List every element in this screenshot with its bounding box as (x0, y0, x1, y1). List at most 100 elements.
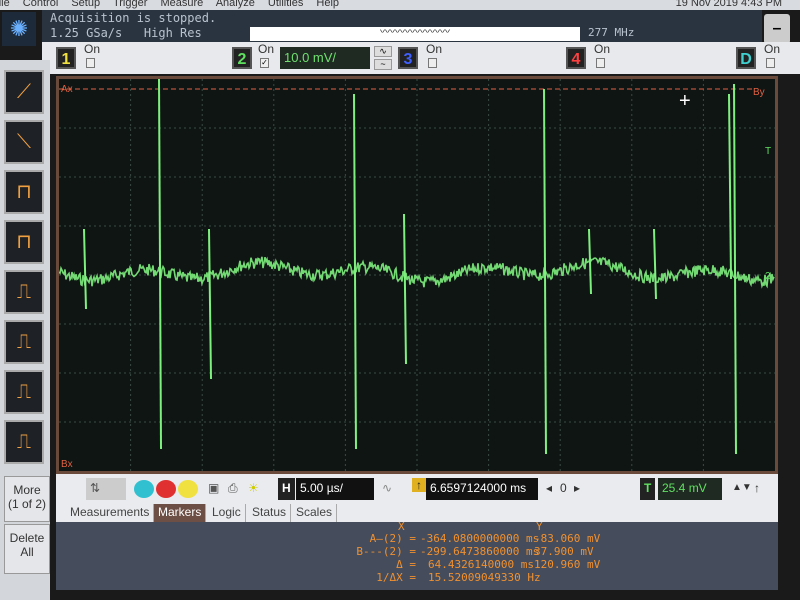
marker-a-x: -364.0800000000 ms (420, 532, 540, 545)
digital-checkbox[interactable] (766, 58, 775, 68)
menu-utilities[interactable]: Utilities (267, 0, 304, 9)
markers-panel: X Y A—(2) = -364.0800000000 ms -83.060 m… (56, 520, 778, 590)
channel-4-checkbox[interactable] (596, 58, 605, 68)
channel-2-spike (728, 93, 732, 280)
channel-2-spike (543, 88, 547, 455)
ac-coupling-icon[interactable]: ∿ (374, 46, 392, 57)
minimize-button[interactable]: – (764, 14, 790, 44)
waveform-overview[interactable]: 〰〰〰〰〰〰〰 (250, 27, 580, 41)
trigger-mode-icon[interactable]: ↑ (754, 481, 760, 495)
menu-setup[interactable]: Setup (71, 0, 101, 9)
channel-2-spike (733, 83, 737, 455)
menu-control[interactable]: Control (22, 0, 59, 9)
nav-left-button[interactable]: ◂ (546, 481, 553, 495)
y-header: Y (536, 520, 543, 533)
pulse-count-trigger-icon[interactable]: ⊓ (4, 220, 44, 264)
channel-2-spike (588, 228, 592, 295)
falling-edge-trigger-icon[interactable]: ⟍ (4, 120, 44, 164)
sample-rate: 1.25 GSa/s High Res (50, 26, 202, 40)
acquisition-status: Acquisition is stopped. (50, 11, 217, 25)
menu-analyze[interactable]: Analyze (215, 0, 255, 9)
menu-bar: File Control Setup Trigger Measure Analy… (0, 0, 800, 10)
menu-help[interactable]: Help (316, 0, 340, 9)
tab-measurements[interactable]: Measurements (66, 504, 155, 522)
window-trigger-icon[interactable]: ⎍ (4, 420, 44, 464)
sidebar: ⟋ ⟍ ⊓ ⊓ ⎍ ⎍ ⎍ ⎍ More (1 of 2) Delete All (0, 60, 50, 600)
ac-wave-icon[interactable]: ∿ (382, 481, 393, 495)
dc-coupling-icon[interactable]: ~ (374, 59, 392, 70)
nav-value: 0 (560, 481, 567, 495)
marker-b-label: B---(2) = (356, 545, 416, 558)
datetime: 19 Nov 2019 4:43 PM (675, 0, 782, 9)
rise-time-trigger-icon[interactable]: ⎍ (4, 270, 44, 314)
marker-a-label: A—(2) = (369, 532, 416, 545)
waveform-display[interactable]: Ax Bx By T 2 + (56, 76, 778, 474)
channel-1-button[interactable]: 1 (56, 47, 76, 69)
marker-b-x: -299.6473860000 ms (420, 545, 540, 558)
channel-3-on-label: On (426, 42, 443, 56)
digital-button[interactable]: D (736, 47, 756, 69)
more-button[interactable]: More (1 of 2) (4, 476, 50, 522)
horizontal-label: H (278, 478, 295, 500)
channel-2-spike (353, 93, 357, 450)
pulse-width-trigger-icon[interactable]: ⊓ (4, 170, 44, 214)
crosshair-cursor-icon: + (679, 90, 691, 112)
trigger-level[interactable]: 25.4 mV (658, 478, 722, 500)
bandwidth: 277 MHz (588, 26, 635, 39)
channel-2-ground-label: 2 (765, 271, 771, 282)
channel-2-spike (208, 228, 212, 380)
menu-file[interactable]: File (0, 0, 10, 9)
nav-right-button[interactable]: ▸ (574, 481, 581, 495)
menu-trigger[interactable]: Trigger (112, 0, 148, 9)
channel-2-on-label: On (258, 42, 275, 56)
channel-2-trace (58, 256, 775, 289)
setup-hold-trigger-icon[interactable]: ⎍ (4, 370, 44, 414)
marker-bx-label: Bx (61, 459, 73, 470)
waveform-graticule[interactable]: Ax Bx By T 2 + (58, 78, 775, 471)
color-red-button[interactable] (156, 480, 176, 498)
delete-all-button[interactable]: Delete All (4, 524, 50, 574)
tab-bar: Measurements Markers Logic Status Scales (56, 504, 778, 522)
channel-2-spike (83, 228, 87, 310)
channel-3-checkbox[interactable] (428, 58, 437, 68)
delete-label: Delete (9, 531, 45, 545)
marker-a-y: -83.060 mV (534, 532, 601, 545)
channel-2-spike (403, 213, 407, 365)
marker-ax-label: Ax (61, 84, 73, 95)
channel-bar: 1 On 2 On ✓ 10.0 mV/ ∿ ~ 3 On 4 On D On (42, 42, 800, 74)
brightness-icon[interactable]: ☀ (248, 481, 259, 495)
channel-2-spike (653, 228, 657, 300)
channel-1-on-label: On (84, 42, 101, 56)
channel-2-button[interactable]: 2 (232, 47, 252, 69)
color-cyan-button[interactable] (134, 480, 154, 498)
channel-4-button[interactable]: 4 (566, 47, 586, 69)
more-page: (1 of 2) (7, 497, 46, 511)
runt-trigger-icon[interactable]: ⎍ (4, 320, 44, 364)
keysight-logo-icon[interactable]: ✺ (2, 12, 36, 46)
scroll-arrows-icon[interactable]: ⇅ (86, 478, 126, 500)
trigger-label: T (640, 478, 656, 500)
color-yellow-button[interactable] (178, 480, 198, 498)
tab-markers[interactable]: Markers (154, 504, 207, 522)
channel-3-button[interactable]: 3 (398, 47, 418, 69)
more-label: More (13, 483, 41, 497)
horizontal-delay[interactable]: 6.6597124000 ms (426, 478, 538, 500)
digital-on-label: On (764, 42, 781, 56)
x-header: X (398, 520, 405, 533)
tab-scales[interactable]: Scales (292, 504, 338, 522)
marker-b-y: 37.900 mV (534, 545, 594, 558)
delta-label: Δ = (396, 558, 416, 571)
channel-1-checkbox[interactable] (86, 58, 95, 68)
print-icon[interactable]: ⎙ (228, 481, 238, 495)
horizontal-scale[interactable]: 5.00 µs/ (296, 478, 374, 500)
channel-2-checkbox[interactable]: ✓ (260, 58, 269, 68)
screenshot-icon[interactable]: ▣ (208, 481, 220, 495)
tab-logic[interactable]: Logic (208, 504, 246, 522)
tab-status[interactable]: Status (248, 504, 292, 522)
rising-edge-trigger-icon[interactable]: ⟋ (4, 70, 44, 114)
inverse-delta-x: 15.52009049330 Hz (428, 571, 541, 584)
menu-measure[interactable]: Measure (160, 0, 204, 9)
channel-2-scale[interactable]: 10.0 mV/ (280, 47, 370, 69)
channel-4-on-label: On (594, 42, 611, 56)
trigger-level-stepper[interactable]: ▲▼ (732, 482, 752, 493)
